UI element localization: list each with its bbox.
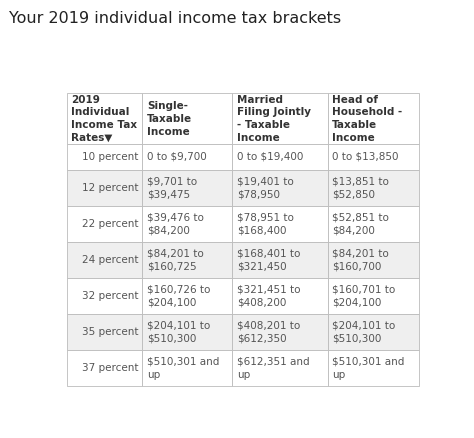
Text: $9,701 to
$39,475: $9,701 to $39,475 (147, 176, 197, 199)
Bar (232, 206, 328, 242)
Text: $78,951 to
$168,400: $78,951 to $168,400 (237, 212, 293, 235)
Bar (66, 170, 142, 206)
Text: $84,201 to
$160,725: $84,201 to $160,725 (147, 248, 203, 271)
Bar (232, 278, 328, 314)
Text: 10 percent: 10 percent (82, 152, 138, 162)
Text: 0 to $19,400: 0 to $19,400 (237, 152, 303, 162)
Text: 37 percent: 37 percent (82, 364, 138, 373)
Text: $612,351 and
up: $612,351 and up (237, 357, 310, 380)
Bar (142, 350, 232, 386)
Text: 35 percent: 35 percent (82, 327, 138, 337)
Bar (142, 93, 232, 145)
Bar (142, 145, 232, 170)
Bar (232, 145, 328, 170)
Bar (328, 314, 419, 350)
Text: 2019
Individual
Income Tax
Rates▼: 2019 Individual Income Tax Rates▼ (71, 95, 137, 143)
Text: $510,301 and
up: $510,301 and up (147, 357, 219, 380)
Bar (142, 242, 232, 278)
Text: $408,201 to
$612,350: $408,201 to $612,350 (237, 321, 300, 344)
Text: $39,476 to
$84,200: $39,476 to $84,200 (147, 212, 204, 235)
Bar (232, 314, 328, 350)
Text: $52,851 to
$84,200: $52,851 to $84,200 (332, 212, 389, 235)
Text: $168,401 to
$321,450: $168,401 to $321,450 (237, 248, 300, 271)
Bar (66, 206, 142, 242)
Bar (328, 170, 419, 206)
Text: 12 percent: 12 percent (82, 183, 138, 193)
Bar (328, 93, 419, 145)
Bar (328, 145, 419, 170)
Bar (66, 350, 142, 386)
Text: Married
Filing Jointly
- Taxable
Income: Married Filing Jointly - Taxable Income (237, 95, 311, 143)
Text: $204,101 to
$510,300: $204,101 to $510,300 (332, 321, 395, 344)
Text: $321,451 to
$408,200: $321,451 to $408,200 (237, 285, 300, 307)
Text: 32 percent: 32 percent (82, 291, 138, 301)
Bar (328, 350, 419, 386)
Text: $19,401 to
$78,950: $19,401 to $78,950 (237, 176, 293, 199)
Text: 0 to $13,850: 0 to $13,850 (332, 152, 399, 162)
Bar (66, 242, 142, 278)
Text: $13,851 to
$52,850: $13,851 to $52,850 (332, 176, 389, 199)
Bar (66, 278, 142, 314)
Bar (142, 278, 232, 314)
Bar (66, 93, 142, 145)
Text: Head of
Household -
Taxable
Income: Head of Household - Taxable Income (332, 95, 402, 143)
Bar (328, 206, 419, 242)
Text: $160,726 to
$204,100: $160,726 to $204,100 (147, 285, 210, 307)
Bar (142, 206, 232, 242)
Bar (142, 170, 232, 206)
Text: 0 to $9,700: 0 to $9,700 (147, 152, 207, 162)
Text: Single-
Taxable
Income: Single- Taxable Income (147, 101, 192, 137)
Bar (328, 242, 419, 278)
Text: $160,701 to
$204,100: $160,701 to $204,100 (332, 285, 395, 307)
Text: 22 percent: 22 percent (82, 219, 138, 229)
Bar (66, 145, 142, 170)
Text: 24 percent: 24 percent (82, 255, 138, 265)
Bar (328, 278, 419, 314)
Bar (232, 350, 328, 386)
Text: Your 2019 individual income tax brackets: Your 2019 individual income tax brackets (9, 11, 342, 26)
Bar (66, 314, 142, 350)
Bar (232, 170, 328, 206)
Text: $204,101 to
$510,300: $204,101 to $510,300 (147, 321, 210, 344)
Text: $84,201 to
$160,700: $84,201 to $160,700 (332, 248, 389, 271)
Text: $510,301 and
up: $510,301 and up (332, 357, 404, 380)
Bar (232, 93, 328, 145)
Bar (142, 314, 232, 350)
Bar (232, 242, 328, 278)
